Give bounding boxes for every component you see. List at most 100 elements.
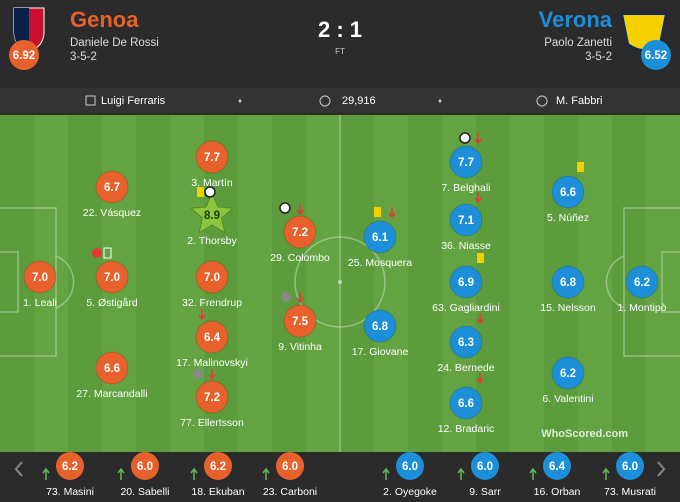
status: FT	[335, 47, 345, 56]
rating-circle[interactable]	[363, 309, 397, 343]
player-name[interactable]: 77. Ellertsson	[180, 417, 244, 429]
goal-icon	[459, 132, 471, 144]
rating-circle[interactable]	[204, 452, 232, 480]
yellow-card	[477, 253, 484, 263]
sub-off-icon	[208, 369, 216, 381]
rating-circle[interactable]	[56, 452, 84, 480]
rating-circle[interactable]	[616, 452, 644, 480]
home-rating-badge	[9, 40, 39, 70]
home-rating: 6.92	[13, 50, 35, 62]
attendance-icon	[319, 95, 331, 107]
away-rating: 6.52	[645, 50, 667, 62]
player-rating: 6.0	[137, 461, 153, 473]
rating-circle[interactable]	[471, 452, 499, 480]
player-name[interactable]: 73. Musrati	[604, 486, 656, 498]
rating-circle[interactable]	[449, 325, 483, 359]
center-spot	[338, 280, 342, 284]
player-name[interactable]: 29. Colombo	[270, 252, 330, 264]
player-name[interactable]: 1. Montipò	[617, 302, 666, 314]
player-name[interactable]: 2. Oyegoke	[383, 486, 437, 498]
player-name[interactable]: 73. Masini	[46, 486, 94, 498]
player-name[interactable]: 9. Sarr	[469, 486, 501, 498]
player-rating: 6.2	[634, 277, 650, 289]
venue: Luigi Ferraris	[101, 95, 166, 107]
rating-circle[interactable]	[95, 351, 129, 385]
player-name[interactable]: 6. Valentini	[542, 393, 593, 405]
next-button[interactable]	[657, 461, 666, 477]
player-rating: 6.6	[104, 363, 120, 375]
sub-on-icon	[382, 467, 390, 480]
info-bar	[0, 88, 680, 113]
rating-circle[interactable]	[543, 452, 571, 480]
home-formation: 3-5-2	[70, 51, 97, 63]
player-name[interactable]: 24. Bernede	[437, 362, 494, 374]
sub-on-icon	[190, 467, 198, 480]
rating-circle[interactable]	[449, 203, 483, 237]
home-name[interactable]: Genoa	[70, 7, 139, 32]
player-name[interactable]: 7. Belghali	[441, 182, 490, 194]
assist-icon	[193, 369, 203, 379]
player-name[interactable]: 18. Ekuban	[191, 486, 244, 498]
player-name[interactable]: 1. Leali	[23, 297, 57, 309]
away-name[interactable]: Verona	[539, 7, 613, 32]
player-name[interactable]: 32. Frendrup	[182, 297, 242, 309]
prev-button[interactable]	[14, 461, 23, 477]
player-rating: 6.2	[210, 461, 226, 473]
player-rating: 7.0	[204, 272, 220, 284]
rating-circle[interactable]	[195, 320, 229, 354]
player-name[interactable]: 23. Carboni	[263, 486, 317, 498]
player-rating: 6.4	[204, 332, 221, 344]
rating-circle[interactable]	[23, 260, 57, 294]
rating-circle[interactable]	[449, 265, 483, 299]
player-name[interactable]: 25. Mosquera	[348, 257, 412, 269]
player-name[interactable]: 22. Vásquez	[83, 207, 141, 219]
rating-circle[interactable]	[131, 452, 159, 480]
player-name[interactable]: 17. Malinovskyi	[176, 357, 248, 369]
rating-circle[interactable]	[283, 215, 317, 249]
rating-circle[interactable]	[195, 140, 229, 174]
player-rating: 8.9	[204, 210, 220, 222]
goal-icon	[204, 186, 216, 198]
player-rating: 6.8	[372, 321, 389, 333]
player-rating: 7.0	[32, 272, 48, 284]
player-name[interactable]: 2. Thorsby	[187, 235, 237, 247]
rating-circle[interactable]	[195, 380, 229, 414]
player-name[interactable]: 5. Núñez	[547, 212, 589, 224]
away-manager: Paolo Zanetti	[544, 37, 612, 49]
rating-circle[interactable]	[449, 145, 483, 179]
player-name[interactable]: 16. Orban	[534, 486, 581, 498]
player-name[interactable]: 27. Marcandalli	[76, 388, 147, 400]
rating-circle[interactable]	[95, 260, 129, 294]
rating-circle[interactable]	[396, 452, 424, 480]
header	[0, 0, 680, 86]
player-rating: 7.2	[204, 392, 220, 404]
player-name[interactable]: 36. Niasse	[441, 240, 491, 252]
sub-off-icon	[476, 313, 484, 325]
rating-circle[interactable]	[551, 265, 585, 299]
rating-circle[interactable]	[283, 304, 317, 338]
rating-circle[interactable]	[551, 356, 585, 390]
away-formation: 3-5-2	[585, 51, 612, 63]
player-name[interactable]: 9. Vitinha	[278, 341, 322, 353]
player-name[interactable]: 5. Østigård	[86, 297, 138, 309]
player-name[interactable]: 12. Bradaric	[438, 423, 495, 435]
player-name[interactable]: 17. Giovane	[352, 346, 409, 358]
player-name[interactable]: 15. Nelsson	[540, 302, 596, 314]
sub-off-icon	[474, 192, 482, 204]
rating-circle[interactable]	[551, 175, 585, 209]
rating-circle[interactable]	[449, 386, 483, 420]
rating-circle[interactable]	[195, 260, 229, 294]
sub-off-icon	[296, 292, 304, 304]
player-name[interactable]: 3. Martín	[191, 177, 233, 189]
rating-circle[interactable]	[625, 265, 659, 299]
player-rating: 7.7	[458, 157, 474, 169]
rating-circle[interactable]	[95, 170, 129, 204]
player-rating: 7.5	[292, 316, 309, 328]
rating-circle[interactable]	[276, 452, 304, 480]
motm-star	[189, 191, 235, 234]
player-name[interactable]: 20. Sabelli	[120, 486, 169, 498]
rating-circle[interactable]	[363, 220, 397, 254]
player-rating: 6.0	[282, 461, 298, 473]
player-name[interactable]: 63. Gagliardini	[432, 302, 500, 314]
